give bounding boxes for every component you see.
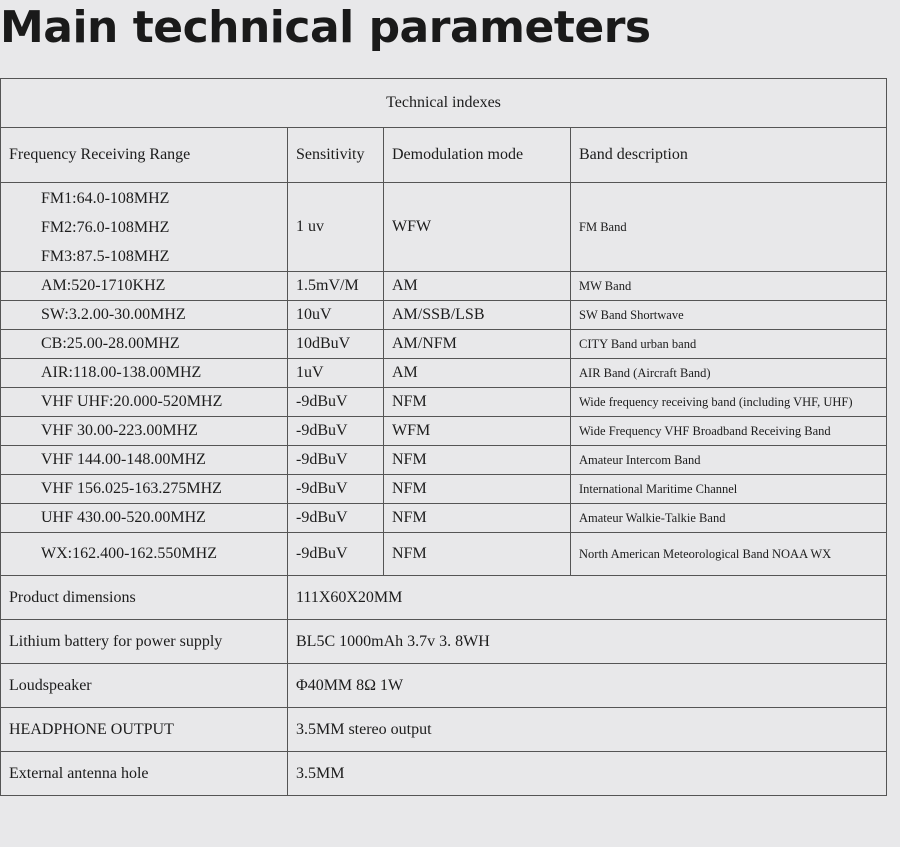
cell-line: FM2:76.0-108MHZ [41,218,170,236]
spec-value: BL5C 1000mAh 3.7v 3. 8WH [287,619,887,664]
table-cell: FM Band [570,182,887,272]
spec-label: Loudspeaker [0,663,288,708]
spec-value: 3.5MM stereo output [287,707,887,752]
table-row: VHF 144.00-148.00MHZ -9dBuV NFM Amateur Int… [0,445,887,475]
table-cell: 1uV [287,358,384,388]
table-cell: -9dBuV [287,387,384,417]
spec-row: Loudspeaker Φ40MM 8Ω 1W [0,663,887,708]
table-cell: Wide frequency receiving band (including… [570,387,887,417]
table-cell: VHF 144.00-148.00MHZ [0,445,288,475]
table-cell: WFW [383,182,571,272]
column-header: Band description [570,127,887,183]
column-header: Frequency Receiving Range [0,127,288,183]
table-cell: MW Band [570,271,887,301]
table-cell: 10uV [287,300,384,330]
table-cell: NFM [383,503,571,533]
table-cell: 10dBuV [287,329,384,359]
table-cell: NFM [383,445,571,475]
table-cell: AM [383,271,571,301]
table-cell: FM1:64.0-108MHZ FM2:76.0-108MHZ FM3:87.5-1… [0,182,288,272]
cell-line: FM3:87.5-108MHZ [41,247,170,265]
table-row: VHF 30.00-223.00MHZ -9dBuV WFM Wide Frequen… [0,416,887,446]
spec-row: Product dimensions 111X60X20MM [0,575,887,620]
table-row: FM1:64.0-108MHZ FM2:76.0-108MHZ FM3:87.5-1… [0,182,887,272]
table-cell: Wide Frequency VHF Broadband Receiving B… [570,416,887,446]
page-title: Main technical parameters [0,2,651,53]
table-cell: WFM [383,416,571,446]
table-row: VHF 156.025-163.275MHZ -9dBuV NFM Internati… [0,474,887,504]
table-cell: -9dBuV [287,416,384,446]
spec-row: Lithium battery for power supply BL5C 100… [0,619,887,664]
spec-label: HEADPHONE OUTPUT [0,707,288,752]
table-cell: SW Band Shortwave [570,300,887,330]
table-cell: -9dBuV [287,474,384,504]
column-header: Sensitivity [287,127,384,183]
table-cell: North American Meteorological Band NOAA … [570,532,887,576]
spec-row: HEADPHONE OUTPUT 3.5MM stereo output [0,707,887,752]
spec-value: Φ40MM 8Ω 1W [287,663,887,708]
table-cell: 1.5mV/M [287,271,384,301]
table-cell: AIR:118.00-138.00MHZ [0,358,288,388]
table-row: AIR:118.00-138.00MHZ 1uV AM AIR Band (Aircr… [0,358,887,388]
table-cell: AM/NFM [383,329,571,359]
table-cell: AM:520-1710KHZ [0,271,288,301]
table-cell: VHF UHF:20.000-520MHZ [0,387,288,417]
spec-value: 3.5MM [287,751,887,796]
table-cell: NFM [383,532,571,576]
column-header: Demodulation mode [383,127,571,183]
spec-label: Lithium battery for power supply [0,619,288,664]
table-cell: AM/SSB/LSB [383,300,571,330]
table-row: AM:520-1710KHZ 1.5mV/M AM MW Band [0,271,887,301]
spec-label: External antenna hole [0,751,288,796]
table-cell: International Maritime Channel [570,474,887,504]
table-cell: -9dBuV [287,445,384,475]
table-row: CB:25.00-28.00MHZ 10dBuV AM/NFM CITY Band u… [0,329,887,359]
table-row: SW:3.2.00-30.00MHZ 10uV AM/SSB/LSB SW Band … [0,300,887,330]
spec-table: Technical indexes Frequency Receiving Ra… [0,78,887,796]
table-cell: NFM [383,474,571,504]
table-cell: AM [383,358,571,388]
table-caption: Technical indexes [0,78,887,128]
table-cell: UHF 430.00-520.00MHZ [0,503,288,533]
table-cell: Amateur Intercom Band [570,445,887,475]
table-cell: SW:3.2.00-30.00MHZ [0,300,288,330]
table-cell: NFM [383,387,571,417]
table-cell: VHF 30.00-223.00MHZ [0,416,288,446]
table-row: UHF 430.00-520.00MHZ -9dBuV NFM Amateur Wal… [0,503,887,533]
table-cell: WX:162.400-162.550MHZ [0,532,288,576]
table-cell: Amateur Walkie-Talkie Band [570,503,887,533]
cell-line: FM1:64.0-108MHZ [41,189,170,207]
table-cell: CITY Band urban band [570,329,887,359]
table-cell: 1 uv [287,182,384,272]
spec-value: 111X60X20MM [287,575,887,620]
table-cell: AIR Band (Aircraft Band) [570,358,887,388]
table-cell: -9dBuV [287,503,384,533]
table-cell: CB:25.00-28.00MHZ [0,329,288,359]
table-cell: -9dBuV [287,532,384,576]
spec-label: Product dimensions [0,575,288,620]
spec-row: External antenna hole 3.5MM [0,751,887,796]
table-cell: VHF 156.025-163.275MHZ [0,474,288,504]
table-row: VHF UHF:20.000-520MHZ -9dBuV NFM Wide frequ… [0,387,887,417]
table-row: WX:162.400-162.550MHZ -9dBuV NFM North Amer… [0,532,887,576]
